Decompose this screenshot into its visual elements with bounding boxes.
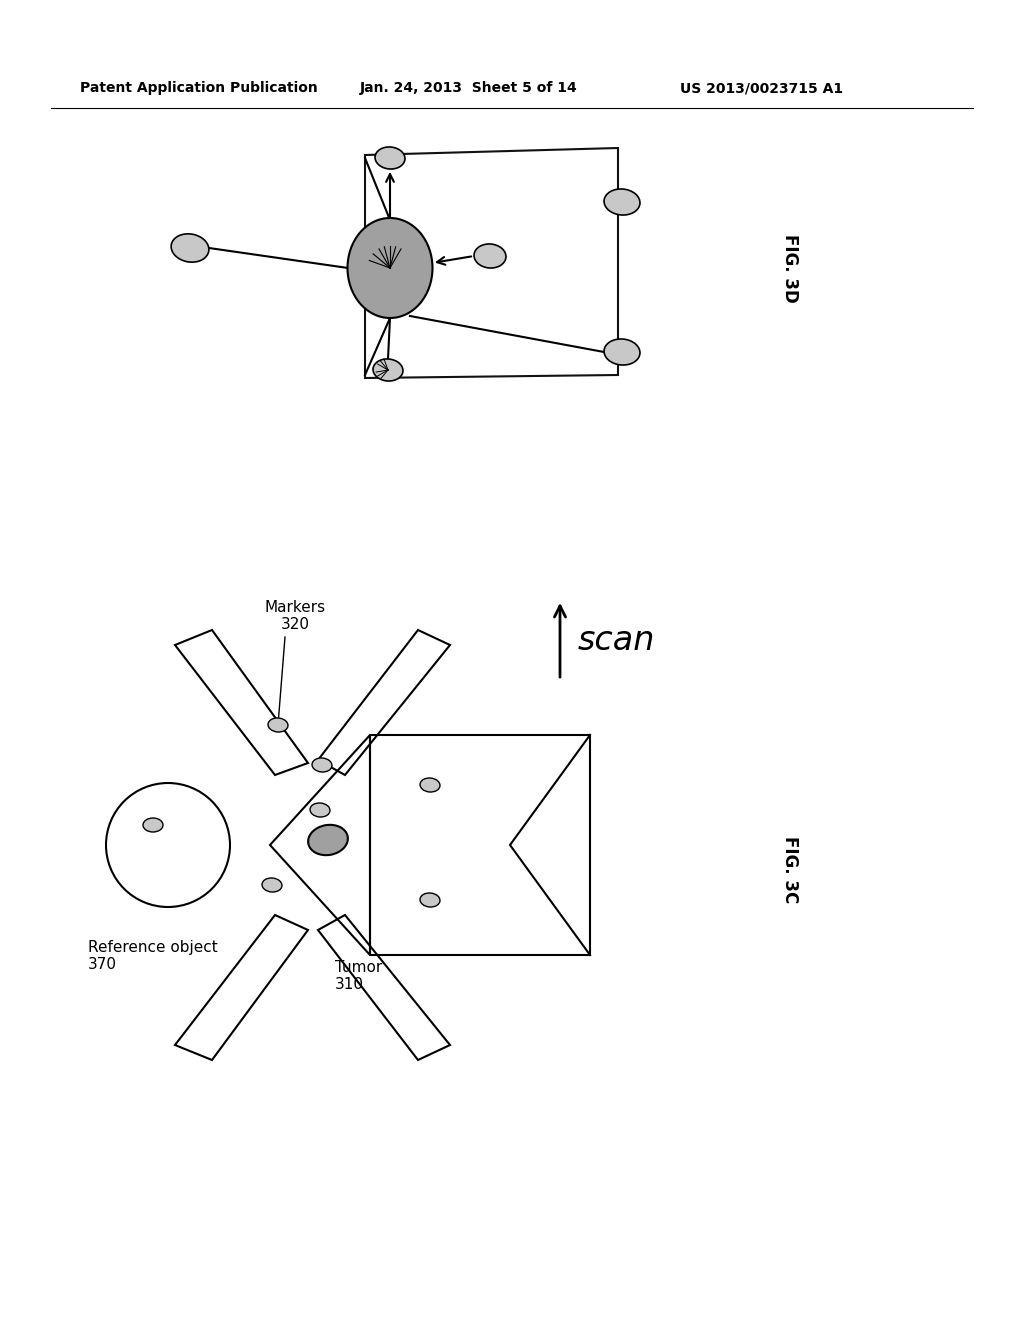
Ellipse shape	[373, 359, 403, 381]
Text: US 2013/0023715 A1: US 2013/0023715 A1	[680, 81, 843, 95]
Ellipse shape	[474, 244, 506, 268]
Ellipse shape	[604, 189, 640, 215]
Ellipse shape	[310, 803, 330, 817]
Text: FIG. 3D: FIG. 3D	[781, 234, 799, 302]
Ellipse shape	[143, 818, 163, 832]
Text: Patent Application Publication: Patent Application Publication	[80, 81, 317, 95]
Ellipse shape	[604, 339, 640, 366]
Text: Jan. 24, 2013  Sheet 5 of 14: Jan. 24, 2013 Sheet 5 of 14	[360, 81, 578, 95]
Ellipse shape	[171, 234, 209, 263]
Text: Tumor
310: Tumor 310	[335, 960, 382, 993]
Ellipse shape	[268, 718, 288, 733]
Ellipse shape	[308, 825, 348, 855]
Ellipse shape	[375, 147, 404, 169]
Text: scan: scan	[578, 623, 655, 656]
Text: FIG. 3C: FIG. 3C	[781, 837, 799, 904]
Ellipse shape	[312, 758, 332, 772]
Ellipse shape	[420, 892, 440, 907]
Ellipse shape	[262, 878, 282, 892]
Text: Markers
320: Markers 320	[264, 601, 326, 632]
Ellipse shape	[420, 777, 440, 792]
Ellipse shape	[347, 218, 432, 318]
Text: Reference object
370: Reference object 370	[88, 940, 218, 973]
